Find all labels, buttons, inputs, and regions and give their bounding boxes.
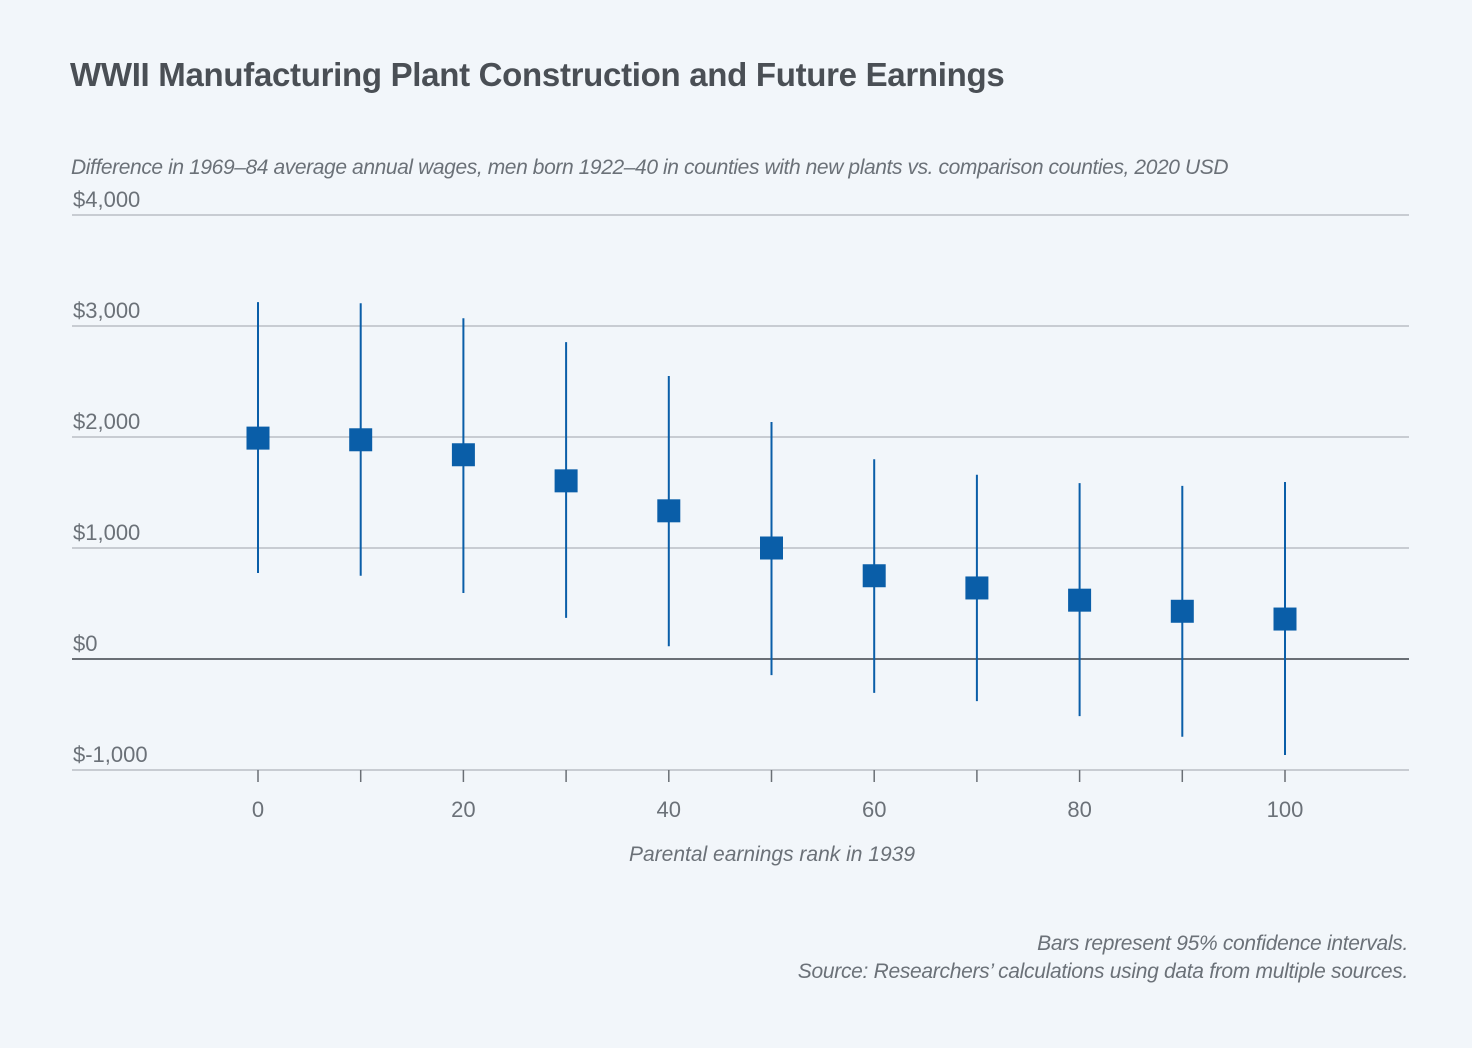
- point-estimate-marker: [1170, 599, 1194, 623]
- chart-subtitle: Difference in 1969–84 average annual wag…: [71, 156, 1229, 179]
- point-estimate-marker: [451, 443, 475, 467]
- chart-notes: Bars represent 95% confidence intervals.…: [797, 930, 1409, 986]
- x-axis-ticks: 0 20 40 60 80 100: [252, 770, 1303, 822]
- y-tick-label: $1,000: [73, 520, 140, 545]
- data-marks: [246, 302, 1297, 756]
- y-tick-label: $0: [73, 631, 97, 656]
- x-tick-label: 100: [1267, 797, 1304, 822]
- point-estimate-marker: [965, 576, 989, 600]
- note-confidence-intervals: Bars represent 95% confidence intervals.: [1037, 932, 1408, 955]
- chart-title: WWII Manufacturing Plant Construction an…: [70, 56, 1005, 93]
- point-estimate-marker: [1273, 607, 1297, 631]
- point-estimate-marker: [349, 428, 373, 452]
- x-tick-label: 20: [451, 797, 475, 822]
- x-axis-label: Parental earnings rank in 1939: [629, 843, 915, 866]
- point-estimate-marker: [657, 499, 681, 523]
- x-tick-label: 80: [1067, 797, 1091, 822]
- point-estimate-marker: [246, 426, 270, 450]
- point-estimate-marker: [1068, 588, 1092, 612]
- point-estimate-marker: [862, 564, 886, 588]
- point-estimate-marker: [554, 469, 578, 493]
- x-tick-label: 60: [862, 797, 886, 822]
- note-source: Source: Researchers’ calculations using …: [797, 960, 1409, 983]
- gridlines: [72, 214, 1409, 771]
- y-axis-ticks: $4,000 $3,000 $2,000 $1,000 $0 $-1,000: [73, 187, 148, 767]
- y-tick-label: $3,000: [73, 298, 140, 323]
- x-tick-label: 40: [657, 797, 681, 822]
- x-tick-label: 0: [252, 797, 264, 822]
- point-estimate-marker: [760, 536, 783, 560]
- y-tick-label: $-1,000: [73, 742, 148, 767]
- y-tick-label: $2,000: [73, 409, 140, 434]
- y-tick-label: $4,000: [73, 187, 140, 212]
